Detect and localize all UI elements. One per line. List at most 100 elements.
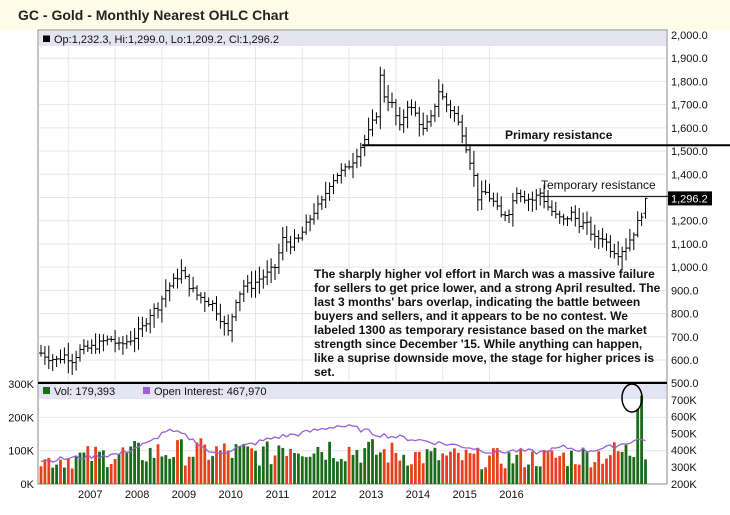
price-bar (526, 193, 531, 212)
price-bar (347, 160, 352, 170)
volume-bar (472, 453, 476, 484)
price-bar (152, 303, 157, 328)
annotation-line: for sellers to get price lower, and a st… (314, 281, 661, 295)
price-bar (81, 339, 86, 355)
volume-bar (558, 456, 562, 484)
x-tick-label: 2013 (359, 489, 383, 501)
price-bar (534, 189, 539, 211)
price-bar (596, 230, 601, 250)
price-bar (167, 282, 172, 302)
volume-bar (191, 456, 195, 484)
price-bar (319, 195, 324, 210)
price-bar (553, 201, 558, 219)
volume-bar (324, 459, 328, 484)
volume-bar (168, 458, 172, 484)
volume-bar (359, 462, 363, 484)
price-tick-label: 1,000.0 (671, 262, 708, 274)
volume-bar (328, 441, 331, 484)
price-tick-label: 2,000.0 (671, 30, 708, 42)
price-bar (308, 214, 313, 232)
volume-bar (503, 468, 507, 484)
price-bar (354, 148, 359, 169)
price-bar (210, 300, 215, 312)
volume-bar (172, 457, 175, 484)
price-bar (397, 106, 402, 131)
volume-bar (215, 446, 218, 484)
volume-bar (429, 451, 433, 484)
volume-bar (129, 446, 133, 484)
volume-bar (527, 464, 530, 484)
price-bar (518, 189, 523, 203)
volume-bar (425, 449, 429, 484)
price-bar (448, 100, 453, 119)
volume-bar (433, 447, 437, 484)
volume-bar (542, 449, 546, 484)
price-bar (148, 309, 153, 334)
volume-bar (468, 453, 472, 484)
price-bar (257, 266, 262, 294)
volume-bar (160, 456, 164, 484)
volume-bar (300, 456, 304, 484)
price-bar (530, 191, 535, 212)
annotation-line: strength since December '15. While anyth… (314, 337, 642, 351)
price-bar (417, 106, 422, 137)
volume-bar (39, 466, 43, 484)
volume-axis-ticks: 300K 200K 100K 0K (8, 379, 34, 491)
open-interest-tick-label: 200K (671, 479, 697, 491)
price-bar (46, 345, 51, 370)
primary-resistance-label: Primary resistance (505, 128, 613, 142)
price-bar (93, 333, 98, 354)
volume-legend-text: Vol: 179,393 (54, 386, 115, 398)
volume-bar (183, 465, 187, 484)
volume-bar (281, 447, 285, 484)
volume-bar (628, 455, 632, 484)
price-bar (97, 333, 102, 354)
price-bar (113, 330, 118, 353)
temporary-resistance-label: Temporary resistance (541, 178, 656, 192)
price-legend-text: Op:1,232.3, Hi:1,299.0, Lo:1,209.2, Cl:1… (54, 34, 279, 46)
volume-bar (644, 459, 647, 484)
price-bar (175, 268, 180, 289)
volume-bar (390, 442, 394, 484)
volume-bar (577, 464, 581, 484)
volume-bar (98, 451, 101, 484)
price-bar (265, 260, 270, 286)
price-tick-label: 1,800.0 (671, 76, 708, 88)
price-bar (624, 238, 628, 261)
price-bar (588, 216, 593, 241)
volume-bar (445, 455, 448, 484)
price-bar (366, 117, 371, 146)
volume-bar (570, 450, 573, 484)
price-bar (85, 340, 90, 352)
volume-bar (102, 450, 105, 484)
volume-bar (554, 457, 558, 484)
price-bar (117, 337, 121, 351)
price-bar (78, 344, 82, 362)
price-bar (222, 315, 227, 336)
price-bar (565, 216, 570, 226)
volume-bar (519, 449, 523, 484)
volume-bar (453, 448, 456, 484)
price-bar (304, 214, 309, 235)
price-bar (187, 273, 192, 297)
price-tick-label: 1,900.0 (671, 53, 708, 65)
volume-bar (254, 450, 257, 484)
price-bar (214, 296, 219, 321)
price-legend-swatch (43, 35, 50, 42)
volume-bar (258, 465, 261, 484)
volume-bar (222, 443, 226, 484)
price-bar (374, 112, 379, 124)
price-bar (226, 314, 231, 336)
price-bar (616, 241, 621, 266)
price-bar (577, 207, 582, 234)
price-bar (557, 210, 562, 224)
volume-bar (437, 460, 441, 484)
price-tick-label: 600.0 (671, 355, 699, 367)
volume-bar (382, 449, 386, 484)
volume-bar (456, 452, 460, 484)
volume-tick-label: 0K (21, 479, 35, 491)
price-bar (179, 259, 184, 284)
price-bar (514, 187, 519, 204)
price-bar (183, 266, 188, 280)
price-bar (386, 84, 391, 112)
